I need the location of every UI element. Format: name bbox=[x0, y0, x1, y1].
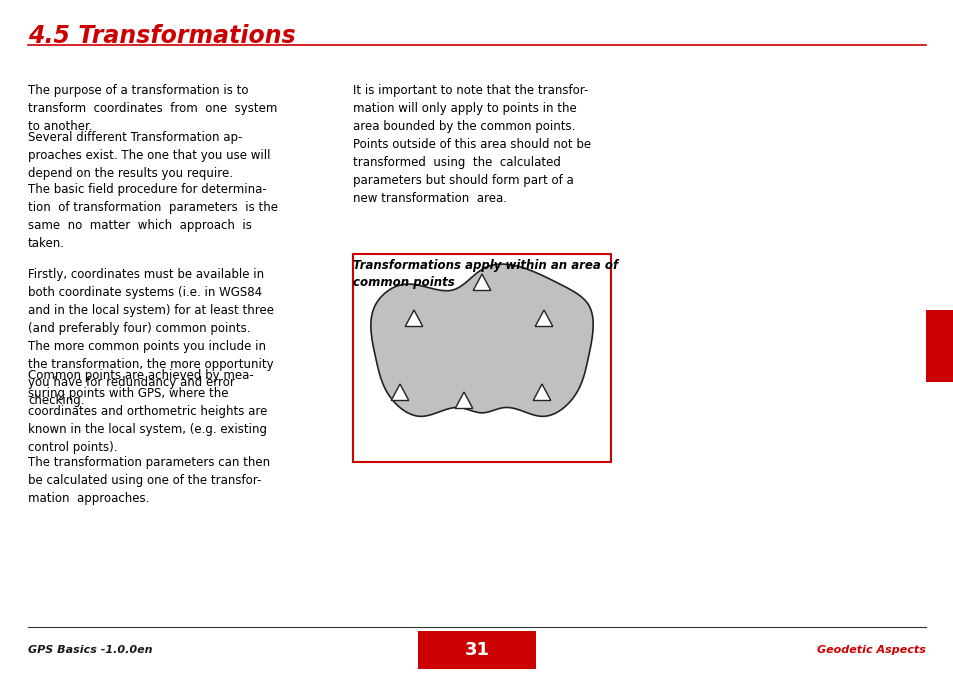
Polygon shape bbox=[535, 310, 552, 326]
Text: Firstly, coordinates must be available in
both coordinate systems (i.e. in WGS84: Firstly, coordinates must be available i… bbox=[28, 268, 274, 407]
Text: 31: 31 bbox=[464, 641, 489, 659]
Polygon shape bbox=[455, 392, 473, 408]
Bar bbox=[353, 254, 610, 462]
Polygon shape bbox=[371, 264, 593, 417]
Text: Several different Transformation ap-
proaches exist. The one that you use will
d: Several different Transformation ap- pro… bbox=[28, 131, 271, 180]
Polygon shape bbox=[473, 274, 490, 290]
Text: The purpose of a transformation is to
transform  coordinates  from  one  system
: The purpose of a transformation is to tr… bbox=[28, 84, 277, 133]
Text: The transformation parameters can then
be calculated using one of the transfor-
: The transformation parameters can then b… bbox=[28, 456, 270, 505]
Polygon shape bbox=[391, 384, 409, 400]
Text: The basic field procedure for determina-
tion  of transformation  parameters  is: The basic field procedure for determina-… bbox=[28, 183, 277, 250]
Polygon shape bbox=[405, 310, 422, 326]
Text: 4.5 Transformations: 4.5 Transformations bbox=[28, 24, 295, 48]
Text: GPS Basics -1.0.0en: GPS Basics -1.0.0en bbox=[28, 645, 152, 655]
Text: It is important to note that the transfor-
mation will only apply to points in t: It is important to note that the transfo… bbox=[353, 84, 591, 205]
Bar bbox=[925, 310, 953, 382]
Text: Transformations apply within an area of
common points: Transformations apply within an area of … bbox=[353, 259, 618, 289]
Bar bbox=[417, 631, 536, 669]
Text: Common points are achieved by mea-
suring points with GPS, where the
coordinates: Common points are achieved by mea- surin… bbox=[28, 369, 267, 454]
Polygon shape bbox=[533, 384, 550, 400]
Text: Geodetic Aspects: Geodetic Aspects bbox=[817, 645, 925, 655]
